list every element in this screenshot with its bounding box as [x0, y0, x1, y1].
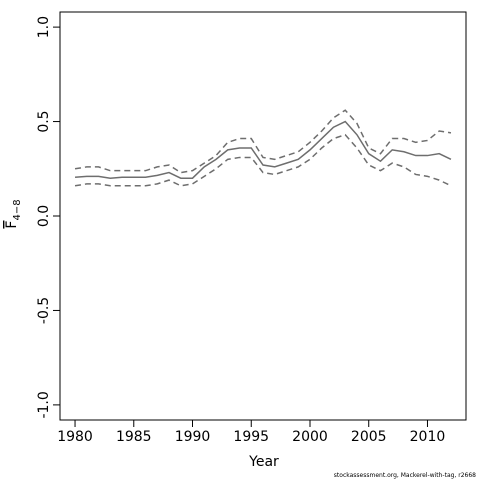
plot-frame: [59, 11, 467, 421]
x-tick-label: 1995: [233, 429, 269, 445]
x-tick-label: 2005: [351, 429, 387, 445]
x-axis-label: Year: [248, 454, 279, 470]
y-tick-label: 0.5: [36, 110, 52, 132]
x-tick-label: 2000: [292, 429, 328, 445]
x-tick-label: 2010: [410, 429, 446, 445]
footnote: stockassessment.org, Mackerel-with-tag, …: [334, 472, 476, 479]
y-axis-label: F4−8: [4, 199, 23, 228]
x-tick-label: 1990: [175, 429, 211, 445]
x-tick-label: 1980: [57, 429, 93, 445]
line-series: [74, 109, 452, 174]
line-series: [74, 133, 452, 187]
y-tick-label: 1.0: [36, 16, 52, 38]
x-tick-label: 1985: [116, 429, 152, 445]
y-tick-label: -0.5: [36, 297, 52, 324]
y-tick-label: 0.0: [36, 205, 52, 227]
y-tick-label: -1.0: [36, 391, 52, 418]
y-axis-label-sub: 4−8: [12, 199, 23, 220]
y-axis-label-main: F: [4, 221, 20, 229]
line-series: [74, 120, 452, 179]
